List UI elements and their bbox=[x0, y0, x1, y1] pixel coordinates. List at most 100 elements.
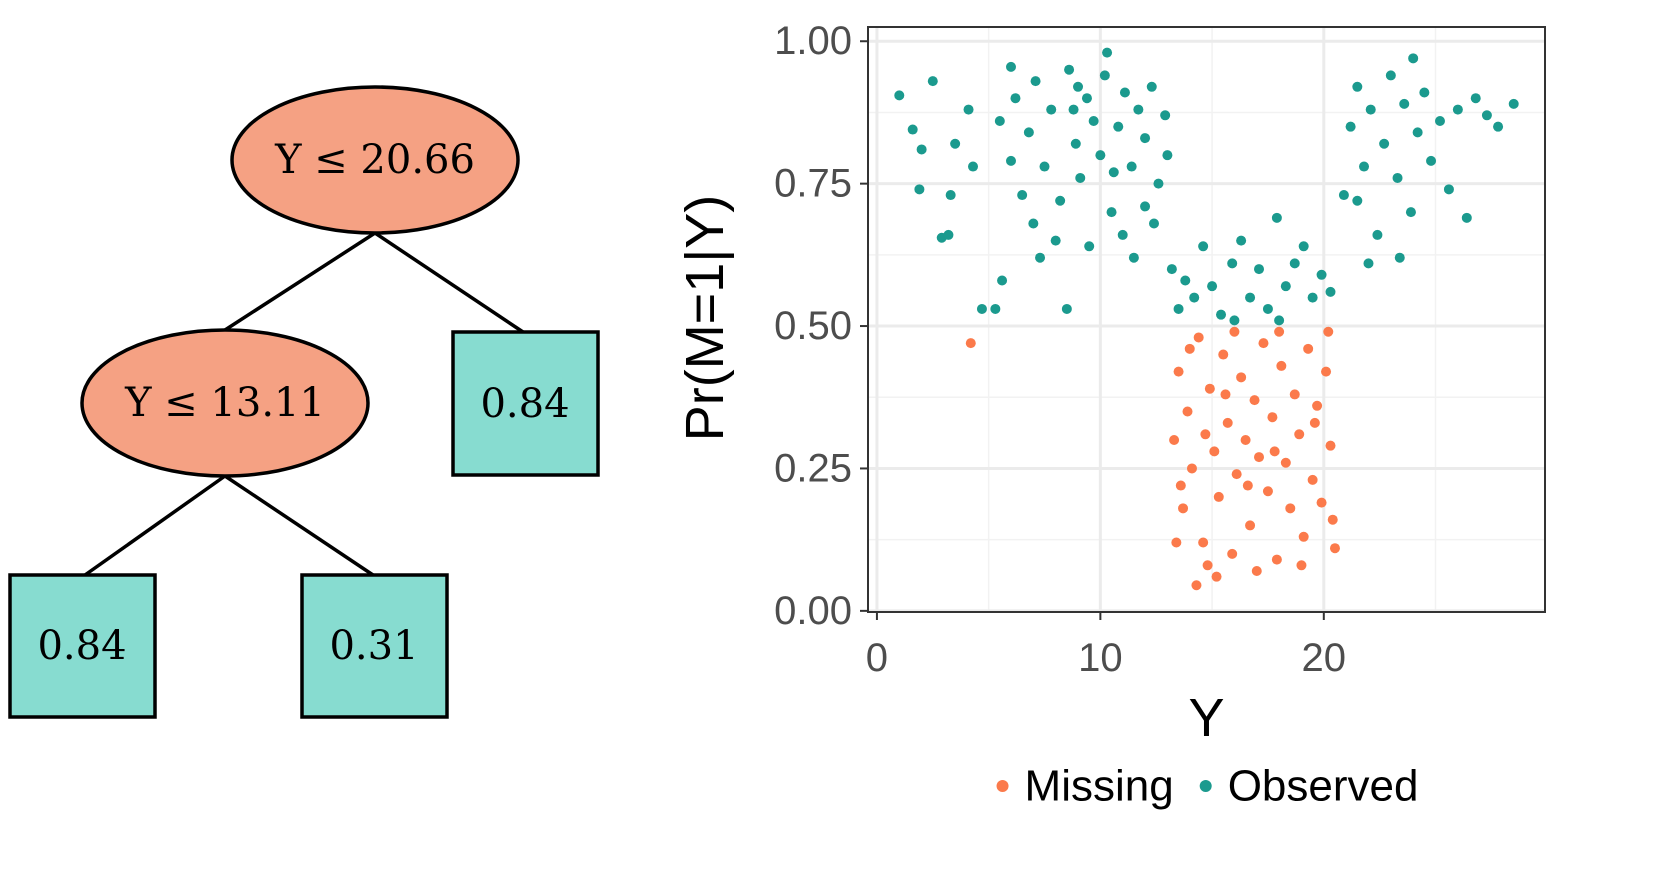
point bbox=[1198, 537, 1209, 548]
point bbox=[1309, 417, 1320, 428]
point bbox=[1245, 292, 1256, 303]
point bbox=[1352, 195, 1363, 206]
point bbox=[1412, 127, 1423, 138]
point bbox=[1108, 167, 1119, 178]
node-label: Y ≤ 13.11 bbox=[124, 380, 325, 426]
point bbox=[1061, 303, 1072, 314]
point bbox=[1055, 195, 1066, 206]
point bbox=[1162, 150, 1173, 161]
scatter-chart: 0.00 0.25 0.50 0.75 1.00 0 10 20 Y Pr(M=1|Y) Missi… bbox=[675, 19, 1546, 811]
point bbox=[1146, 81, 1157, 92]
point bbox=[1010, 93, 1021, 104]
point bbox=[1327, 514, 1338, 525]
point bbox=[1345, 121, 1356, 132]
point bbox=[1294, 429, 1305, 440]
point bbox=[1280, 281, 1291, 292]
point bbox=[965, 338, 976, 349]
point bbox=[1213, 491, 1224, 502]
point bbox=[1269, 446, 1280, 457]
edge bbox=[374, 231, 524, 334]
y-tick-label: 0.75 bbox=[774, 162, 852, 206]
point bbox=[1276, 360, 1287, 371]
point bbox=[1254, 452, 1265, 463]
point bbox=[1274, 326, 1285, 337]
x-axis-title: Y bbox=[1188, 688, 1224, 748]
point bbox=[1321, 366, 1332, 377]
point bbox=[1153, 178, 1164, 189]
point bbox=[943, 229, 954, 240]
point bbox=[1220, 389, 1231, 400]
point bbox=[945, 190, 956, 201]
point bbox=[1140, 201, 1151, 212]
point bbox=[1182, 406, 1193, 417]
point bbox=[1493, 121, 1504, 132]
point bbox=[1405, 207, 1416, 218]
point bbox=[1394, 252, 1405, 263]
point bbox=[994, 115, 1005, 126]
y-tick-label: 1.00 bbox=[774, 19, 852, 63]
point bbox=[1081, 93, 1092, 104]
leaf-label: 0.84 bbox=[480, 381, 569, 427]
point bbox=[1271, 212, 1282, 223]
point bbox=[1408, 53, 1419, 64]
y-tick-label: 0.50 bbox=[774, 304, 852, 348]
point bbox=[1005, 61, 1016, 72]
point bbox=[1325, 440, 1336, 451]
point bbox=[1363, 258, 1374, 269]
point bbox=[1359, 161, 1370, 172]
x-tick-label: 20 bbox=[1302, 636, 1347, 680]
point bbox=[1180, 275, 1191, 286]
point bbox=[1084, 241, 1095, 252]
split-node bbox=[230, 85, 520, 235]
point bbox=[1316, 497, 1327, 508]
point bbox=[1399, 98, 1410, 109]
point bbox=[1035, 252, 1046, 263]
edge bbox=[83, 474, 227, 577]
point bbox=[1046, 104, 1057, 115]
y-tick-label: 0.00 bbox=[774, 589, 852, 633]
point bbox=[1068, 104, 1079, 115]
split-node bbox=[80, 328, 370, 478]
point bbox=[1229, 315, 1240, 326]
edges bbox=[83, 231, 524, 577]
point bbox=[1303, 343, 1314, 354]
point bbox=[894, 90, 905, 101]
point bbox=[1274, 315, 1285, 326]
point bbox=[1178, 503, 1189, 514]
leaf-node bbox=[8, 573, 157, 719]
point bbox=[1307, 292, 1318, 303]
point bbox=[1461, 212, 1472, 223]
tree-diagram: Y ≤ 20.66 Y ≤ 13.11 0.84 0.84 0.31 bbox=[8, 85, 600, 719]
point bbox=[1392, 172, 1403, 183]
point bbox=[1298, 241, 1309, 252]
point bbox=[1193, 332, 1204, 343]
point bbox=[1262, 486, 1273, 497]
legend-marker bbox=[996, 780, 1009, 792]
point bbox=[1191, 580, 1202, 591]
point bbox=[1289, 389, 1300, 400]
point bbox=[1218, 349, 1229, 360]
point bbox=[1227, 258, 1238, 269]
point bbox=[1285, 503, 1296, 514]
legend-label: Missing bbox=[1025, 762, 1174, 811]
point bbox=[1229, 326, 1240, 337]
leaf-label: 0.31 bbox=[329, 623, 418, 669]
point bbox=[1508, 98, 1519, 109]
point bbox=[1173, 303, 1184, 314]
legend-marker bbox=[1199, 780, 1212, 792]
point bbox=[963, 104, 974, 115]
point bbox=[1316, 269, 1327, 280]
panel bbox=[868, 27, 1545, 612]
edge bbox=[224, 474, 374, 577]
point bbox=[1434, 115, 1445, 126]
point bbox=[1298, 531, 1309, 542]
point bbox=[1251, 565, 1262, 576]
point bbox=[1262, 303, 1273, 314]
point bbox=[1227, 548, 1238, 559]
point bbox=[1039, 161, 1050, 172]
point bbox=[1249, 395, 1260, 406]
point bbox=[1325, 286, 1336, 297]
point bbox=[1017, 190, 1028, 201]
point bbox=[976, 303, 987, 314]
point bbox=[1452, 104, 1463, 115]
